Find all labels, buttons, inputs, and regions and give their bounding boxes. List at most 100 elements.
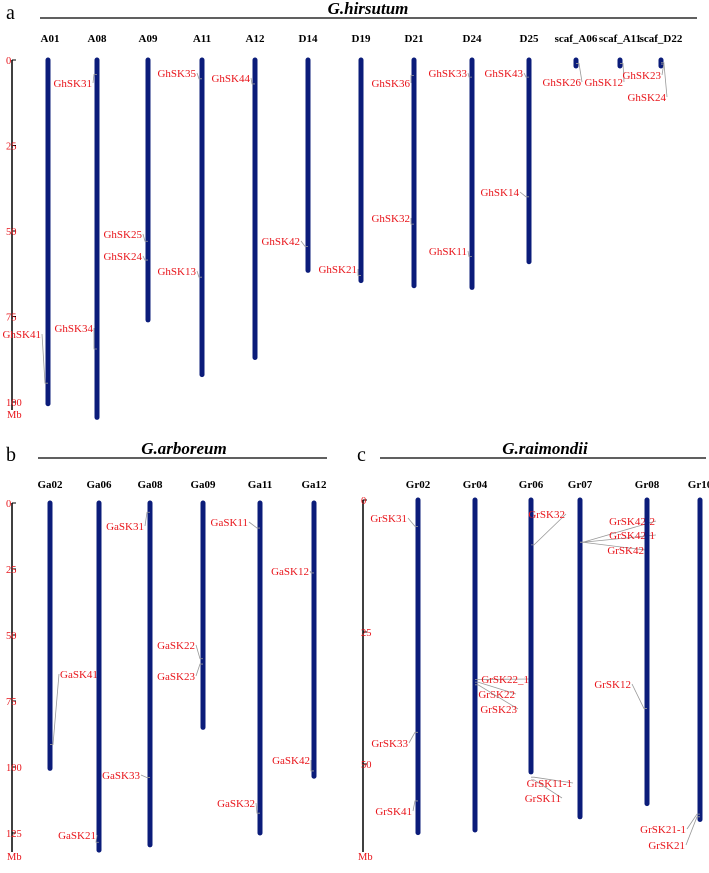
chromosome-label: A01 xyxy=(41,33,60,45)
gene-connector xyxy=(248,521,260,529)
scale-axis: 0 25 50 75 100 125 Mb xyxy=(6,499,22,863)
chromosome-Gr10: Gr10 GrSK21-1 GrSK21 xyxy=(640,479,709,852)
gene-connector xyxy=(196,72,202,80)
gene-label: GrSK31 xyxy=(370,513,407,525)
panel-c: c G.raimondii 0 25 50 Mb Gr02 GrSK31 GrSK33 GrSK4… xyxy=(357,439,709,863)
gene-connector xyxy=(196,270,202,278)
chromosome-label: Ga12 xyxy=(301,479,327,491)
species-title: G.hirsutum xyxy=(328,0,409,18)
chromosome-label: scaf_A06 xyxy=(555,33,598,45)
gene-label: GhSK12 xyxy=(584,77,623,89)
gene-label: GhSK32 xyxy=(371,213,410,225)
chromosome-D14: D14 GhSK42 xyxy=(261,33,318,273)
gene-label: GhSK26 xyxy=(542,77,581,89)
gene-connector xyxy=(300,240,308,247)
gene-label: GhSK11 xyxy=(429,246,467,258)
gene-label: GaSK12 xyxy=(271,566,309,578)
gene-connector xyxy=(195,663,203,677)
gene-connector xyxy=(142,233,148,242)
chromosome-A09: A09 GhSK25 GhSK24 xyxy=(103,33,158,323)
chromosome-label: D25 xyxy=(520,33,539,45)
gene-connector xyxy=(576,63,583,83)
chromosome-A12: A12 GhSK44 xyxy=(211,33,265,361)
panel-letter: c xyxy=(357,444,366,466)
gene-label: GhSK24 xyxy=(103,251,142,263)
gene-label: GhSK42 xyxy=(261,236,300,248)
gene-connector xyxy=(531,776,574,784)
chromosome-label: A09 xyxy=(139,33,158,45)
chromosome-D24: D24 GhSK33 GhSK11 xyxy=(428,33,482,290)
gene-connector xyxy=(620,63,625,83)
gene-connector xyxy=(410,74,414,83)
gene-connector xyxy=(309,570,314,574)
gene-label: GrSK22 xyxy=(478,689,515,701)
gene-connector xyxy=(250,77,255,85)
gene-label: GaSK41 xyxy=(60,669,98,681)
chromosome-label: D24 xyxy=(463,33,482,45)
chromosome-label: Ga11 xyxy=(248,479,272,491)
chromosome-Ga12: Ga12 GaSK12 GaSK42 xyxy=(271,479,327,779)
gene-connector xyxy=(140,774,150,778)
chromosome-label: Ga09 xyxy=(190,479,216,491)
axis-tick-label: 0 xyxy=(6,56,11,67)
gene-connector xyxy=(580,541,646,551)
gene-label: GaSK22 xyxy=(157,640,195,652)
gene-connector xyxy=(519,191,529,198)
panel-letter: a xyxy=(6,2,15,24)
gene-label: GhSK41 xyxy=(2,329,41,341)
chromosome-Gr07: Gr07 GrSK42-2 GrSK42-1 GrSK42 xyxy=(568,479,657,820)
axis-tick-label: 100 xyxy=(6,398,22,409)
gene-label: GhSK35 xyxy=(157,68,196,80)
chromosome-D21: D21 GhSK36 GhSK32 xyxy=(371,33,423,289)
chromosome-label: Gr04 xyxy=(463,479,488,491)
gene-label: GrSK11-1 xyxy=(527,778,572,790)
gene-label: GrSK12 xyxy=(594,679,631,691)
gene-connector xyxy=(95,834,99,843)
gene-label: GhSK13 xyxy=(157,266,196,278)
species-title: G.arboreum xyxy=(141,439,226,458)
gene-connector xyxy=(685,816,700,846)
axis-tick-label: 50 xyxy=(6,227,17,238)
chromosome-Ga08: Ga08 GaSK31 GaSK33 xyxy=(102,479,163,848)
chromosome-label: Gr10 xyxy=(688,479,709,491)
gene-label: GrSK21-1 xyxy=(640,824,686,836)
gene-label: GhSK43 xyxy=(484,68,523,80)
gene-label: GaSK32 xyxy=(217,798,255,810)
gene-connector xyxy=(142,255,148,261)
gene-connector xyxy=(686,813,700,830)
chromosome-label: A11 xyxy=(193,33,211,45)
gene-connector xyxy=(357,269,361,276)
gene-connector xyxy=(475,681,517,695)
gene-label: GrSK22_1 xyxy=(481,674,529,686)
gene-label: GaSK11 xyxy=(211,517,248,529)
gene-connector xyxy=(467,250,472,258)
axis-tick-label: 75 xyxy=(6,697,17,708)
chromosome-label: Ga02 xyxy=(37,479,63,491)
gene-label: GrSK41 xyxy=(375,806,412,818)
gene-label: GhSK14 xyxy=(480,187,519,199)
gene-label: GaSK31 xyxy=(106,521,144,533)
gene-connector xyxy=(661,62,665,76)
gene-label: GrSK11 xyxy=(525,793,561,805)
axis-tick-label: 50 xyxy=(361,760,372,771)
chromosome-Ga11: Ga11 GaSK11 GaSK32 xyxy=(211,479,272,836)
gene-connector xyxy=(475,684,519,710)
gene-label: GrSK21 xyxy=(648,840,685,852)
gene-connector xyxy=(661,63,668,98)
species-title: G.raimondii xyxy=(502,439,588,458)
axis-unit: Mb xyxy=(7,410,22,421)
gene-label: GhSK31 xyxy=(53,78,92,90)
gene-connector xyxy=(523,72,529,78)
gene-label: GhSK34 xyxy=(54,323,93,335)
gene-label: GaSK42 xyxy=(272,755,310,767)
axis-tick-label: 75 xyxy=(6,313,17,324)
gene-connector xyxy=(412,800,418,812)
chromosome-scaf_D22: scaf_D22 GhSK23 GhSK24 xyxy=(622,33,682,104)
axis-tick-label: 50 xyxy=(6,631,17,642)
gene-connector xyxy=(50,673,60,745)
gene-connector xyxy=(92,73,97,84)
gene-label: GaSK33 xyxy=(102,770,140,782)
panel-b: b G.arboreum0255075100125MbGa02GaSK41Ga06… xyxy=(6,439,327,863)
